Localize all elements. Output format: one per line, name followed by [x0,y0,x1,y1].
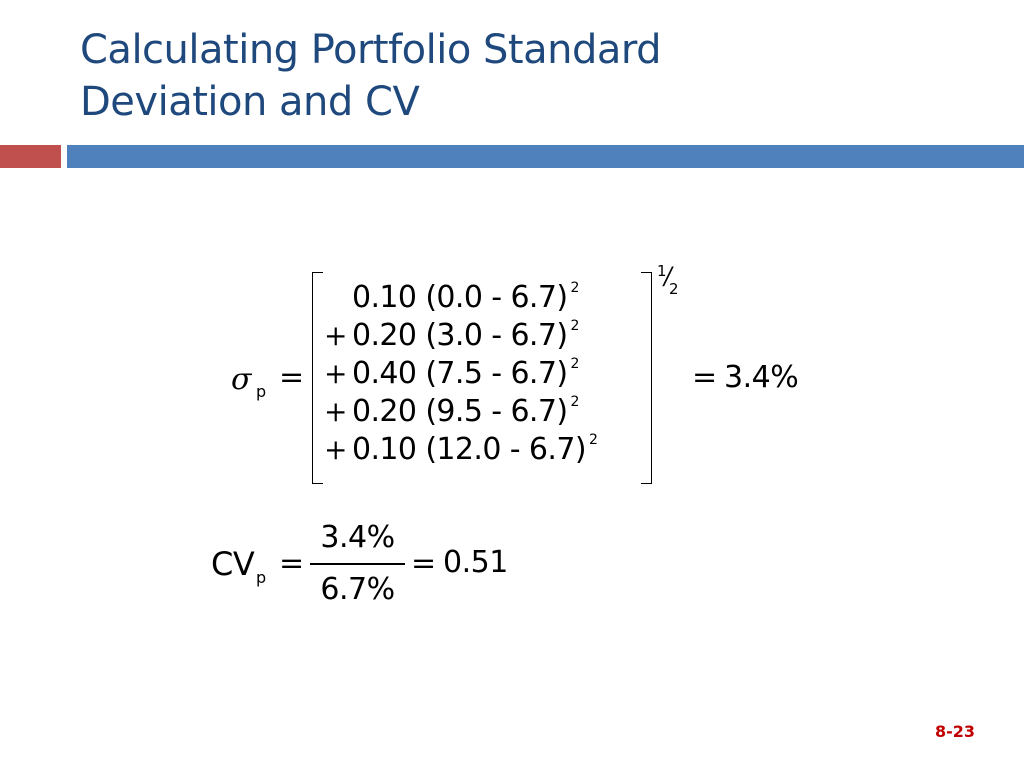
term-operator: + [324,319,347,352]
term-power: 2 [570,356,579,372]
term-operator: + [324,357,347,390]
fraction-bar [310,563,405,565]
slide-title: Calculating Portfolio Standard Deviation… [80,24,980,128]
slide-title-line-2: Deviation and CV [80,79,420,125]
term-power: 2 [570,394,579,410]
term-expression: 0.10 (12.0 - 6.7) [352,432,587,467]
cv-result: 0.51 [443,545,508,580]
term-expression: 0.20 (9.5 - 6.7) [352,394,568,429]
equals-sign: = [411,546,437,581]
slide-number: 8-23 [934,722,975,741]
equals-sign: = [279,546,305,581]
term-expression: 0.10 (0.0 - 6.7) [352,280,568,315]
std-dev-result: 3.4% [724,360,799,395]
accent-bar-blue [67,145,1024,168]
exponent-numerator: 1 [657,262,667,280]
term-operator: + [324,433,347,466]
slide-title-line-1: Calculating Portfolio Standard [80,27,662,73]
cv-symbol: CV [211,545,255,583]
sigma-symbol: σ [231,362,252,397]
cv-numerator: 3.4% [320,520,395,555]
sigma-subscript: p [256,382,267,401]
cv-denominator: 6.7% [320,572,395,607]
term-operator: + [324,395,347,428]
variance-term: +0.40 (7.5 - 6.7) 2 [324,356,579,391]
cv-subscript: p [256,568,267,587]
term-power: 2 [570,280,579,296]
term-power: 2 [588,432,598,448]
left-bracket [312,272,323,484]
accent-bar-red [0,145,61,168]
variance-term: +0.20 (3.0 - 6.7) 2 [324,318,579,353]
variance-term: +0.20 (9.5 - 6.7) 2 [324,394,579,429]
equals-sign: = [279,360,305,395]
equals-sign: = [692,360,718,395]
variance-term: +0.10 (12.0 - 6.7) 2 [324,432,598,467]
exponent-denominator: 2 [669,280,679,298]
variance-term: 0.10 (0.0 - 6.7) 2 [324,280,579,315]
term-expression: 0.20 (3.0 - 6.7) [352,318,568,353]
term-expression: 0.40 (7.5 - 6.7) [352,356,568,391]
right-bracket [641,272,652,484]
term-power: 2 [570,318,579,334]
